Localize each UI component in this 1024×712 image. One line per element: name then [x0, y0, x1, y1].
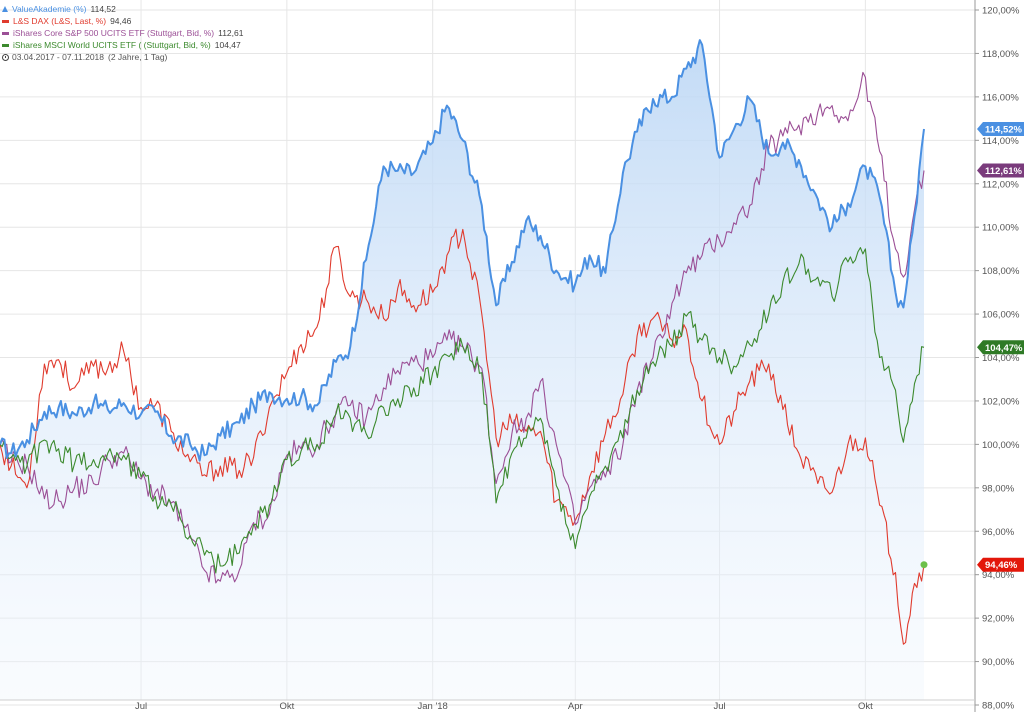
legend-series-name: iShares MSCI World UCITS ETF ( (Stuttgar… — [13, 40, 211, 50]
legend-item[interactable]: ValueAkademie (%) 114,52 — [2, 3, 243, 15]
legend-item[interactable]: L&S DAX (L&S, Last, %) 94,46 — [2, 15, 243, 27]
line-series-icon — [2, 43, 9, 47]
y-tick-label: 92,00% — [982, 614, 1015, 625]
y-tick-label: 108,00% — [982, 266, 1020, 277]
x-tick-label: Okt — [858, 701, 873, 712]
legend-item[interactable]: iShares MSCI World UCITS ETF ( (Stuttgar… — [2, 39, 243, 51]
y-tick-label: 98,00% — [982, 483, 1015, 494]
y-tick-label: 110,00% — [982, 223, 1019, 234]
y-tick-label: 96,00% — [982, 527, 1015, 538]
date-range-text: 03.04.2017 - 07.11.2018 — [12, 52, 105, 62]
series-line — [0, 39, 925, 462]
date-range-note: (2 Jahre, 1 Tag) — [108, 52, 168, 62]
series-line — [0, 247, 925, 574]
line-series-icon — [2, 19, 9, 23]
chart-legend: ValueAkademie (%) 114,52 L&S DAX (L&S, L… — [2, 3, 243, 63]
legend-series-name: ValueAkademie (%) — [12, 4, 87, 14]
legend-series-value: 94,46 — [110, 16, 132, 26]
last-value-badges: 114,52% 94,46% 112,61% 104,47% — [977, 122, 1024, 572]
y-axis: 88,00% 90,00% 92,00% 94,00% 96,00% 98,00% 100,… — [974, 0, 1020, 712]
last-point-marker — [920, 561, 928, 569]
y-tick-label: 118,00% — [982, 49, 1019, 60]
y-tick-label: 114,00% — [982, 136, 1019, 147]
legend-series-name: iShares Core S&P 500 UCITS ETF (Stuttgar… — [13, 28, 215, 38]
series-line — [0, 71, 925, 584]
y-tick-label: 120,00% — [982, 6, 1020, 17]
series-area-fill — [0, 40, 924, 701]
legend-item[interactable]: iShares Core S&P 500 UCITS ETF (Stuttgar… — [2, 27, 243, 39]
y-tick-label: 102,00% — [982, 396, 1020, 407]
y-tick-label: 90,00% — [982, 657, 1015, 668]
area-series-icon — [2, 6, 8, 12]
clock-icon — [2, 53, 9, 61]
last-value-label: 94,46% — [985, 560, 1018, 571]
last-value-label: 104,47% — [985, 343, 1023, 354]
legend-series-value: 104,47 — [214, 40, 241, 50]
line-series-icon — [2, 31, 9, 35]
y-tick-label: 94,00% — [982, 570, 1015, 581]
x-tick-label: Jul — [135, 701, 147, 712]
y-tick-label: 104,00% — [982, 353, 1020, 364]
x-tick-label: Apr — [568, 701, 583, 712]
x-axis: Jul Okt Jan '18 Apr Jul Okt — [0, 699, 975, 712]
last-value-badge — [977, 163, 1024, 178]
last-value-badge — [977, 557, 1024, 572]
y-tick-label: 106,00% — [982, 310, 1020, 321]
last-value-badge — [977, 122, 1024, 137]
y-tick-label: 100,00% — [982, 440, 1020, 451]
y-tick-label: 116,00% — [982, 92, 1019, 103]
area-layer — [0, 40, 924, 701]
series-layer — [0, 39, 928, 645]
x-tick-label: Jan '18 — [418, 701, 448, 712]
x-tick-label: Okt — [279, 701, 294, 712]
x-tick-label: Jul — [713, 701, 725, 712]
y-tick-label: 112,00% — [982, 179, 1019, 190]
last-value-badge — [977, 340, 1024, 355]
legend-date-range: 03.04.2017 - 07.11.2018 (2 Jahre, 1 Tag) — [2, 51, 243, 63]
legend-series-value: 114,52 — [90, 4, 116, 14]
legend-series-value: 112,61 — [218, 28, 244, 38]
last-value-label: 114,52% — [985, 125, 1023, 136]
last-value-label: 112,61% — [985, 166, 1023, 177]
legend-series-name: L&S DAX (L&S, Last, %) — [13, 16, 107, 26]
y-tick-label: 88,00% — [982, 701, 1015, 712]
